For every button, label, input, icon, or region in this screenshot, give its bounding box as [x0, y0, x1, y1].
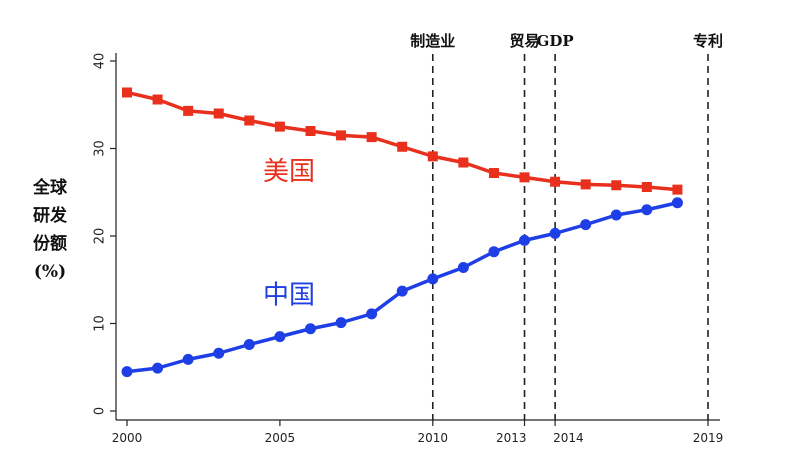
- data-point-marker: [610, 209, 622, 221]
- annotation-label: 专利: [693, 32, 723, 50]
- y-axis-label-line-4: (%): [33, 262, 67, 282]
- data-point-marker: [580, 179, 591, 190]
- data-point-marker: [366, 132, 377, 143]
- data-point-marker: [671, 197, 683, 209]
- data-point-marker: [122, 87, 132, 98]
- data-point-marker: [213, 108, 224, 119]
- data-point-marker: [213, 347, 225, 359]
- data-point-marker: [427, 273, 439, 285]
- data-point-marker: [488, 246, 500, 258]
- data-point-marker: [335, 317, 347, 329]
- annotation-label: GDP: [537, 32, 574, 50]
- y-tick-label: 40: [93, 53, 108, 70]
- data-point-marker: [305, 126, 316, 136]
- data-point-marker: [550, 176, 561, 187]
- data-point-marker: [519, 172, 530, 183]
- data-point-marker: [274, 121, 285, 132]
- data-point-marker: [458, 157, 469, 168]
- data-point-marker: [152, 362, 164, 374]
- data-point-marker: [244, 115, 255, 126]
- data-point-marker: [396, 285, 408, 297]
- series-label: 中国: [263, 281, 315, 311]
- data-point-marker: [336, 130, 347, 141]
- data-point-marker: [641, 204, 653, 216]
- data-point-marker: [549, 227, 561, 239]
- data-point-marker: [580, 219, 592, 231]
- annotation-label: 制造业: [410, 32, 455, 50]
- y-tick-label: 0: [93, 407, 108, 415]
- series-line: [126, 90, 678, 192]
- data-point-marker: [243, 339, 255, 350]
- data-point-marker: [274, 331, 286, 343]
- y-tick-label: 20: [93, 228, 108, 245]
- data-point-marker: [183, 105, 194, 116]
- x-tick-label: 2014: [553, 431, 584, 445]
- series-label: 美国: [263, 157, 315, 187]
- data-point-marker: [304, 323, 316, 335]
- data-point-marker: [427, 151, 438, 162]
- y-tick-label: 10: [93, 315, 108, 332]
- annotation-label: 贸易: [510, 32, 540, 50]
- x-tick-label: 2000: [112, 431, 143, 445]
- x-tick-label: 2005: [265, 431, 296, 445]
- x-tick-label: 2013: [496, 431, 527, 445]
- x-tick-label: 2010: [418, 431, 449, 445]
- data-point-marker: [182, 353, 194, 365]
- data-point-marker: [641, 182, 652, 192]
- data-point-marker: [121, 366, 133, 378]
- data-point-marker: [457, 262, 469, 273]
- y-axis-label-line-1: 全球: [33, 178, 67, 198]
- data-point-marker: [397, 141, 408, 152]
- x-tick-label: 2019: [693, 431, 724, 445]
- data-point-marker: [672, 184, 683, 195]
- data-point-marker: [152, 94, 163, 105]
- data-point-marker: [611, 180, 622, 191]
- data-point-marker: [366, 308, 378, 320]
- y-tick-label: 30: [93, 140, 108, 157]
- y-axis-label-line-3: 份额: [33, 234, 67, 254]
- data-point-marker: [488, 168, 499, 178]
- data-point-marker: [519, 234, 531, 246]
- y-axis-label-line-2: 研发: [33, 206, 67, 226]
